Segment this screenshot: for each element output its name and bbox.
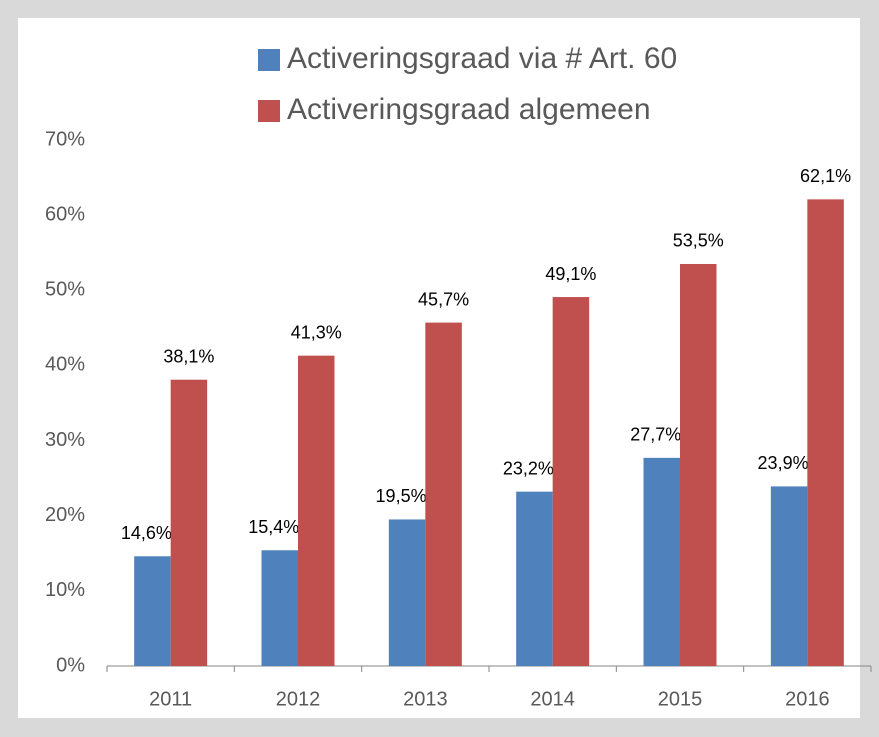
- value-label: 15,4%: [248, 517, 299, 537]
- x-tick-label: 2014: [530, 688, 575, 710]
- y-tick-label: 10%: [45, 579, 85, 601]
- y-tick-label: 0%: [56, 654, 85, 676]
- value-label: 62,1%: [800, 166, 851, 186]
- x-tick-label: 2016: [785, 688, 830, 710]
- value-label: 27,7%: [630, 425, 681, 445]
- bar: [807, 199, 844, 666]
- y-tick-label: 30%: [45, 429, 85, 451]
- bar: [298, 355, 335, 666]
- y-tick-label: 60%: [45, 203, 85, 225]
- legend-swatch: [258, 49, 280, 71]
- value-label: 19,5%: [376, 486, 427, 506]
- value-label: 41,3%: [291, 322, 342, 342]
- value-label: 23,9%: [758, 453, 809, 473]
- y-tick-label: 20%: [45, 504, 85, 526]
- bar: [388, 519, 426, 666]
- bar: [643, 457, 680, 666]
- bar: [134, 556, 171, 666]
- bar: [770, 486, 808, 666]
- bar: [516, 491, 553, 666]
- bar: [170, 379, 208, 666]
- y-tick-label: 40%: [45, 354, 85, 376]
- bar: [552, 297, 590, 666]
- bar: [425, 322, 462, 666]
- value-label: 38,1%: [163, 346, 214, 366]
- value-label: 14,6%: [121, 523, 172, 543]
- x-tick-label: 2015: [658, 688, 703, 710]
- y-tick-label: 50%: [45, 279, 85, 301]
- legend-label: Activeringsgraad via # Art. 60: [287, 42, 677, 75]
- value-label: 45,7%: [418, 289, 469, 309]
- bar: [680, 263, 717, 666]
- x-tick-label: 2011: [149, 688, 192, 710]
- x-tick-label: 2012: [276, 688, 321, 710]
- y-tick-label: 70%: [45, 128, 85, 150]
- legend-swatch: [258, 100, 280, 122]
- legend-label: Activeringsgraad algemeen: [287, 93, 651, 126]
- value-label: 23,2%: [503, 458, 554, 478]
- bar: [261, 550, 298, 666]
- value-label: 53,5%: [673, 231, 724, 251]
- x-tick-label: 2013: [403, 688, 448, 710]
- value-label: 49,1%: [545, 264, 596, 284]
